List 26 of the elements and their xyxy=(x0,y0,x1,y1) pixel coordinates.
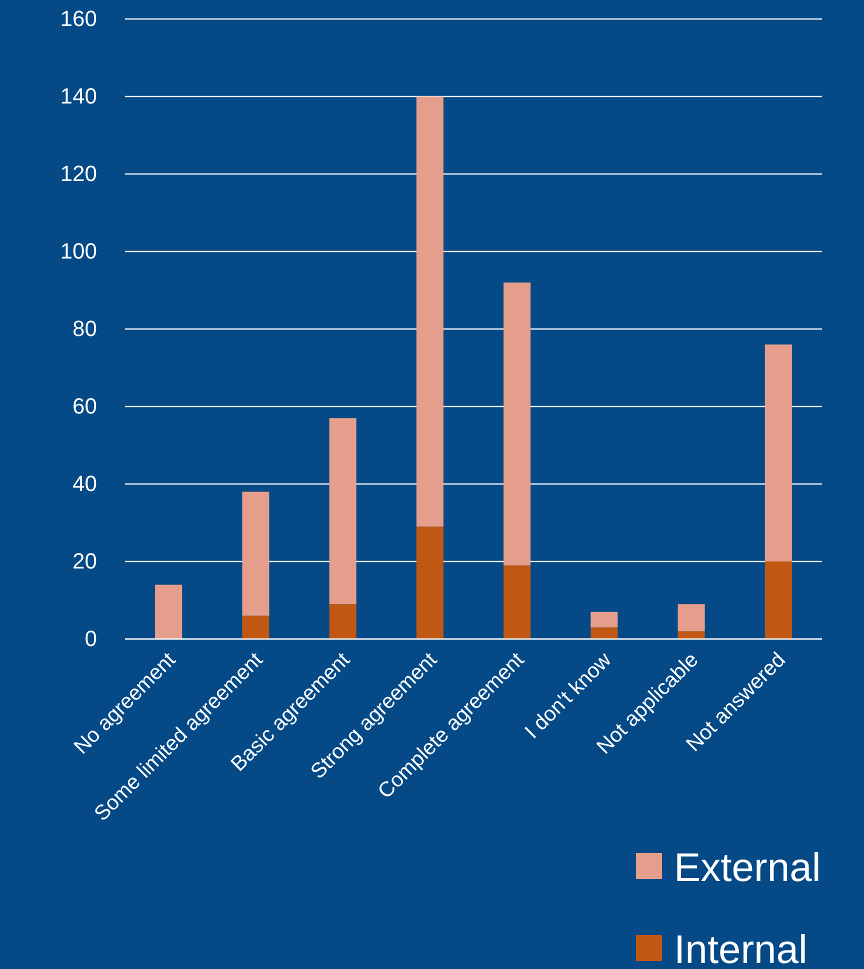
y-tick-label: 60 xyxy=(72,394,97,419)
bar xyxy=(242,492,270,616)
legend-label: Internal xyxy=(674,928,808,969)
bar xyxy=(242,616,270,639)
y-tick-label: 120 xyxy=(60,161,97,186)
y-tick-label: 160 xyxy=(60,6,97,32)
bar xyxy=(764,344,792,562)
legend-label: External xyxy=(674,846,821,890)
bar xyxy=(416,526,444,639)
bar xyxy=(155,584,182,639)
bar xyxy=(416,96,444,527)
bar xyxy=(678,631,705,639)
y-tick-label: 100 xyxy=(60,238,97,264)
bar xyxy=(504,282,531,566)
bar xyxy=(678,604,705,632)
y-tick-label: 0 xyxy=(84,626,97,652)
y-tick-label: 140 xyxy=(60,84,97,109)
y-tick-label: 20 xyxy=(72,548,97,574)
y-tick-label: 40 xyxy=(72,471,97,496)
bar xyxy=(764,562,792,639)
bar xyxy=(504,565,531,639)
bar xyxy=(329,604,356,639)
bar xyxy=(590,612,618,628)
y-tick-label: 80 xyxy=(72,316,97,342)
bar xyxy=(329,418,356,604)
bar xyxy=(590,627,618,639)
